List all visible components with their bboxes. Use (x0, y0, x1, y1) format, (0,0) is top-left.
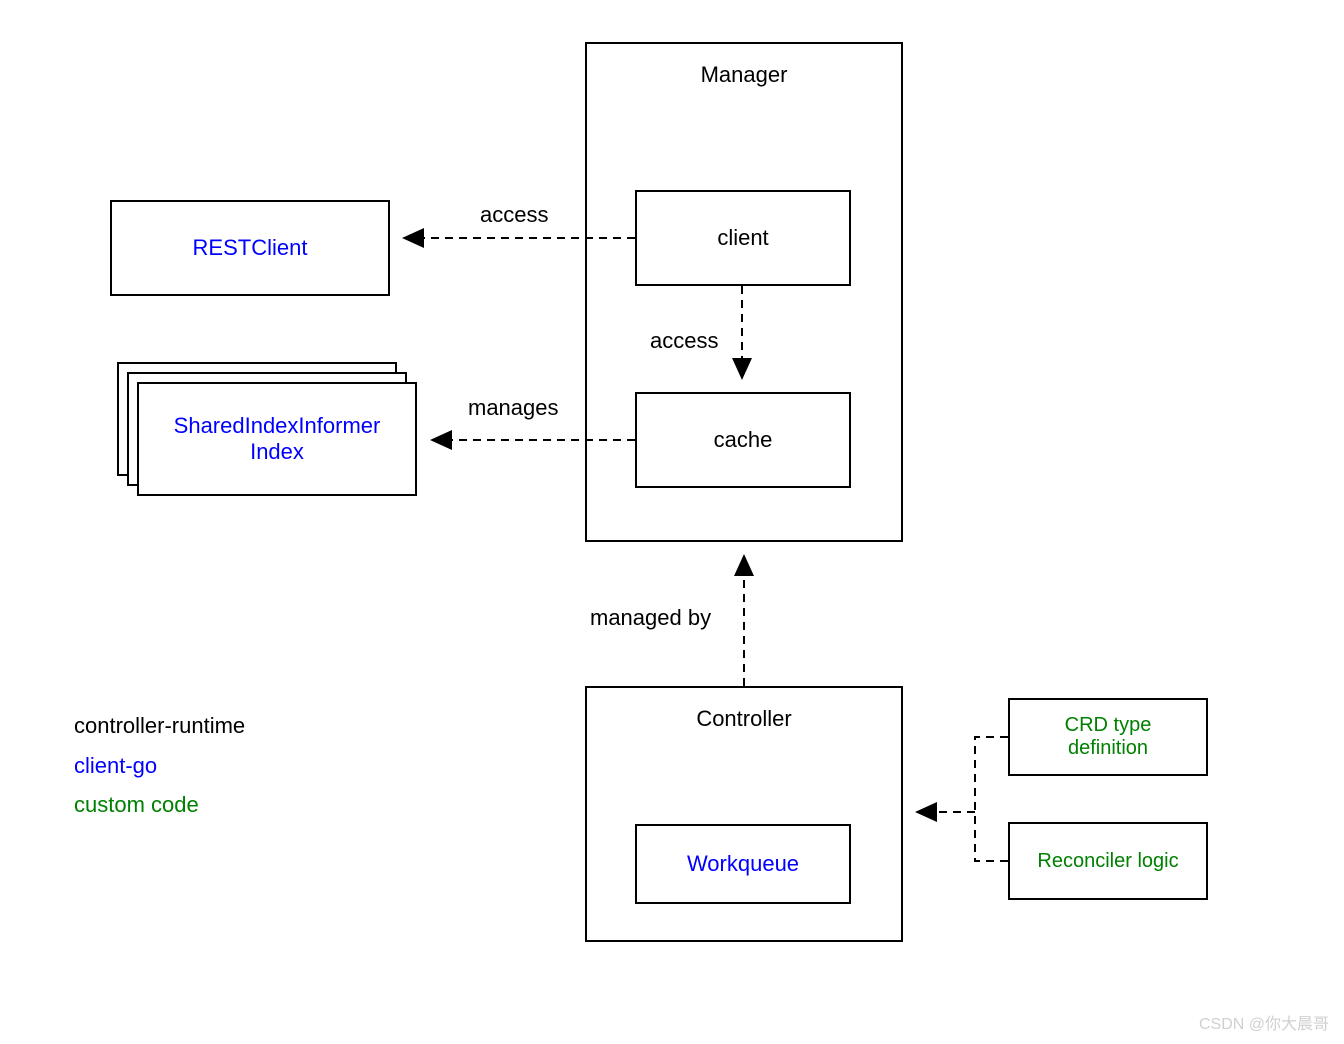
reconciler-label: Reconciler logic (1037, 850, 1178, 873)
shared-index-informer-box: SharedIndexInformer Index (137, 382, 417, 496)
edge-label-manages: manages (468, 395, 559, 421)
controller-title: Controller (587, 706, 901, 732)
reconciler-box: Reconciler logic (1008, 822, 1208, 900)
cache-label: cache (714, 427, 773, 453)
rest-client-box: RESTClient (110, 200, 390, 296)
edge-label-access-1: access (480, 202, 548, 228)
client-label: client (717, 225, 768, 251)
legend-item-client-go: client-go (74, 746, 245, 786)
watermark: CSDN @你大晨哥 (1199, 1010, 1329, 1034)
edge-crd-branch (975, 737, 1008, 861)
legend-item-controller-runtime: controller-runtime (74, 706, 245, 746)
workqueue-label: Workqueue (687, 851, 799, 877)
edge-label-managed-by: managed by (590, 605, 711, 631)
rest-client-label: RESTClient (193, 235, 308, 261)
crd-type-label: CRD type definition (1065, 714, 1152, 760)
legend: controller-runtime client-go custom code (74, 706, 245, 825)
edge-label-access-2: access (650, 328, 718, 354)
client-box: client (635, 190, 851, 286)
manager-title: Manager (587, 62, 901, 88)
legend-item-custom-code: custom code (74, 785, 245, 825)
workqueue-box: Workqueue (635, 824, 851, 904)
crd-type-box: CRD type definition (1008, 698, 1208, 776)
cache-box: cache (635, 392, 851, 488)
shared-index-informer-label: SharedIndexInformer Index (174, 413, 381, 465)
